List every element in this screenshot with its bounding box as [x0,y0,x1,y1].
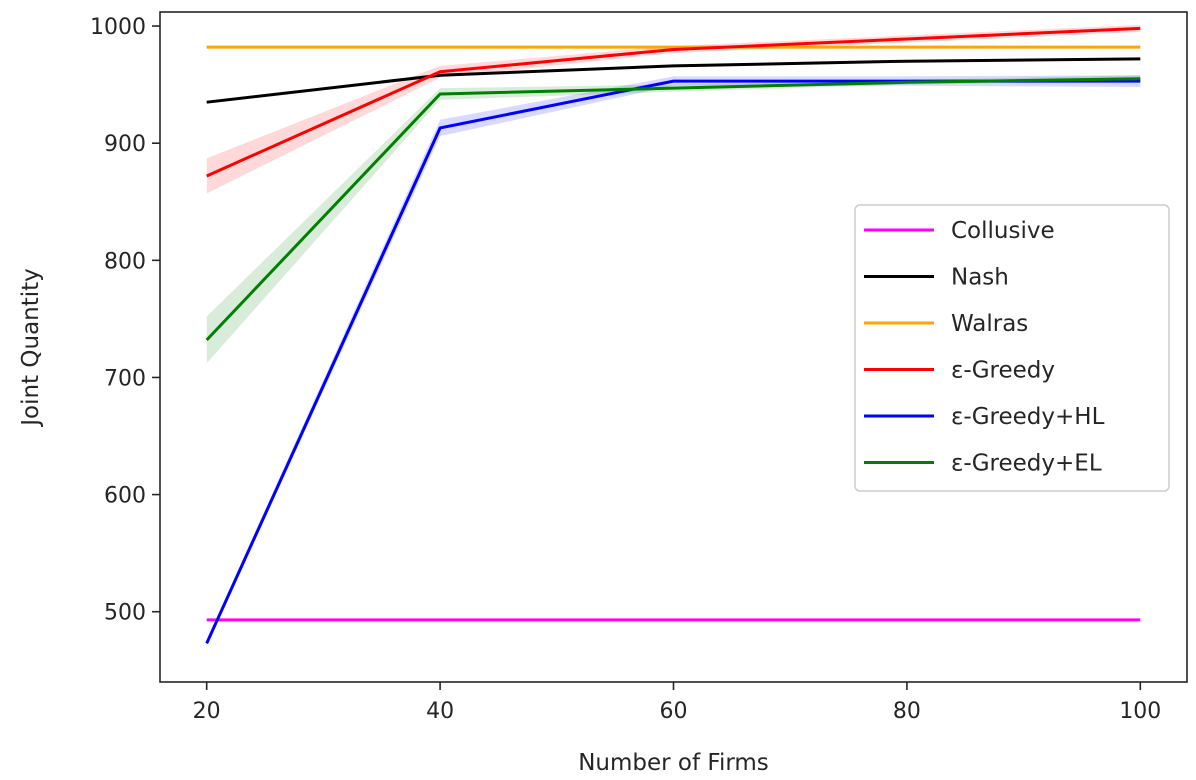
x-axis-title: Number of Firms [578,750,769,776]
y-tick-label: 600 [104,484,146,509]
y-tick-label: 700 [104,366,146,391]
legend-label: Collusive [951,218,1055,244]
legend-label: ε-Greedy [951,358,1055,384]
y-axis: 500 600 700 800 900 1000 [90,15,160,626]
x-tick-label: 100 [1119,699,1161,724]
series-line [206,26,1141,178]
y-tick-label: 900 [104,132,146,157]
y-tick-label: 800 [104,249,146,274]
legend-label: Nash [951,265,1009,291]
x-tick-label: 60 [660,699,688,724]
series-line [205,77,1141,342]
x-tick-label: 40 [426,699,454,724]
confidence-band [206,24,1141,194]
legend-box [854,204,1170,492]
series-lines [205,26,1141,644]
y-axis-title: Joint Quantity [18,268,44,428]
x-axis: 20 40 60 80 100 [193,682,1161,724]
legend-label: ε-Greedy+EL [951,451,1102,477]
series-line [206,57,1141,104]
confidence-bands [206,24,1141,646]
legend: Collusive Nash Walras ε-Greedy ε-Greedy+HL ε-… [854,204,1170,492]
x-tick-label: 80 [893,699,921,724]
y-tick-label: 1000 [90,15,146,40]
legend-label: ε-Greedy+HL [951,404,1105,430]
legend-label: Walras [951,311,1028,337]
x-tick-label: 20 [193,699,221,724]
y-tick-label: 500 [104,601,146,626]
